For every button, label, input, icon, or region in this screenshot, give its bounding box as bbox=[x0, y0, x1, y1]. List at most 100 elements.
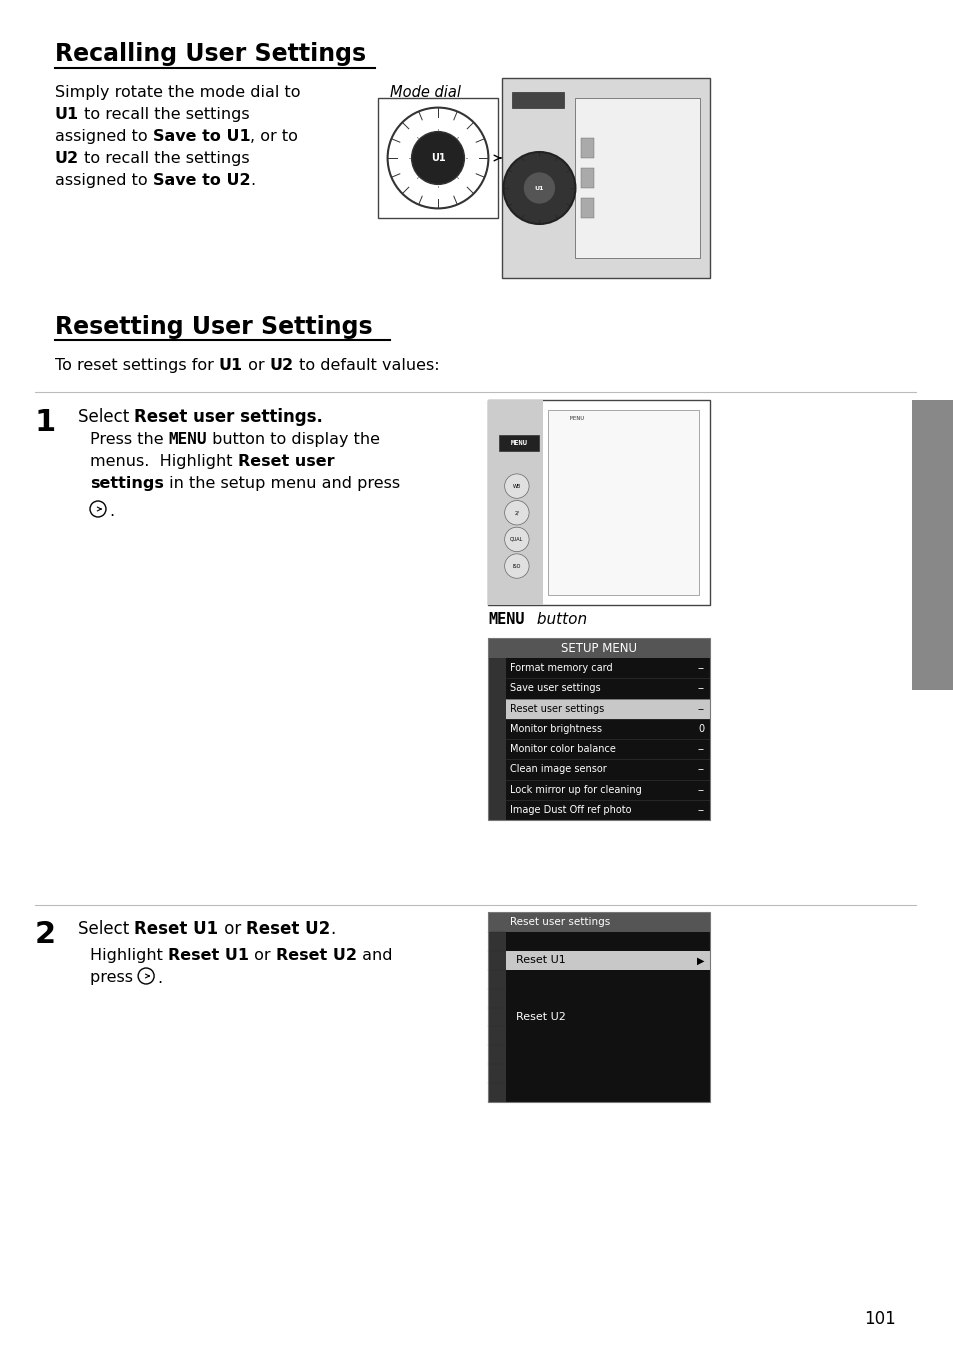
Text: Clean image sensor: Clean image sensor bbox=[510, 764, 606, 775]
Text: Reset user settings: Reset user settings bbox=[510, 917, 610, 927]
Circle shape bbox=[411, 132, 464, 184]
Text: Highlight: Highlight bbox=[90, 948, 168, 963]
Circle shape bbox=[504, 554, 529, 578]
Bar bbox=[488, 678, 505, 698]
Text: assigned to: assigned to bbox=[55, 129, 152, 144]
Text: --: -- bbox=[698, 784, 704, 795]
Text: U1: U1 bbox=[430, 153, 445, 163]
Text: Recalling User Settings: Recalling User Settings bbox=[55, 42, 366, 66]
Text: 0: 0 bbox=[699, 724, 704, 734]
Bar bbox=[488, 800, 505, 820]
Text: MENU: MENU bbox=[570, 416, 584, 421]
Text: Reset U2: Reset U2 bbox=[275, 948, 356, 963]
Text: WB: WB bbox=[512, 484, 520, 488]
Text: ▶: ▶ bbox=[696, 955, 703, 966]
Text: Monitor color balance: Monitor color balance bbox=[510, 744, 616, 755]
Text: U1: U1 bbox=[219, 358, 243, 373]
Text: and: and bbox=[356, 948, 392, 963]
Bar bbox=[488, 718, 505, 738]
Text: Reset U2: Reset U2 bbox=[516, 1011, 565, 1022]
Circle shape bbox=[522, 172, 555, 204]
Bar bbox=[488, 780, 505, 800]
Bar bbox=[501, 78, 709, 278]
Bar bbox=[488, 638, 709, 820]
Bar bbox=[580, 198, 593, 218]
Text: .: . bbox=[157, 971, 162, 986]
Text: Reset user settings: Reset user settings bbox=[510, 703, 603, 714]
Text: MENU: MENU bbox=[169, 432, 207, 447]
Circle shape bbox=[504, 527, 529, 551]
Text: SETUP MENU: SETUP MENU bbox=[560, 642, 637, 655]
Text: --: -- bbox=[698, 764, 704, 775]
Text: Reset U2: Reset U2 bbox=[246, 920, 330, 937]
Bar bbox=[512, 91, 564, 108]
Text: .: . bbox=[330, 920, 335, 937]
Bar bbox=[547, 410, 699, 594]
Text: MENU: MENU bbox=[510, 440, 527, 447]
Bar bbox=[488, 698, 505, 718]
Text: Simply rotate the mode dial to: Simply rotate the mode dial to bbox=[55, 85, 305, 100]
Text: To reset settings for: To reset settings for bbox=[55, 358, 219, 373]
Bar bbox=[488, 399, 543, 605]
Text: to recall the settings: to recall the settings bbox=[79, 108, 250, 122]
Text: .: . bbox=[109, 504, 114, 519]
Text: to recall the settings: to recall the settings bbox=[79, 151, 250, 165]
Text: or: or bbox=[243, 358, 270, 373]
Text: U2: U2 bbox=[270, 358, 294, 373]
Text: 2/: 2/ bbox=[514, 510, 518, 515]
Text: Format memory card: Format memory card bbox=[510, 663, 612, 672]
Text: settings: settings bbox=[90, 476, 164, 491]
Bar bbox=[911, 399, 953, 690]
Bar bbox=[505, 951, 709, 970]
Text: Monitor brightness: Monitor brightness bbox=[510, 724, 601, 734]
Text: Reset U1: Reset U1 bbox=[168, 948, 249, 963]
Bar bbox=[488, 912, 709, 1102]
Bar bbox=[488, 912, 709, 1102]
Bar bbox=[575, 98, 699, 258]
Bar bbox=[488, 912, 709, 932]
Text: Resetting User Settings: Resetting User Settings bbox=[55, 315, 373, 339]
Text: --: -- bbox=[698, 663, 704, 672]
Bar bbox=[488, 638, 709, 820]
Bar bbox=[488, 738, 505, 759]
Text: menus.  Highlight: menus. Highlight bbox=[90, 455, 237, 469]
Bar bbox=[488, 759, 505, 780]
Text: 1: 1 bbox=[35, 408, 56, 437]
Bar bbox=[505, 698, 709, 718]
Text: or: or bbox=[249, 948, 275, 963]
Text: Save user settings: Save user settings bbox=[510, 683, 600, 694]
Text: Lock mirror up for cleaning: Lock mirror up for cleaning bbox=[510, 784, 641, 795]
Text: .: . bbox=[250, 174, 255, 188]
Text: U1: U1 bbox=[55, 108, 79, 122]
Bar bbox=[488, 932, 505, 1102]
Text: 101: 101 bbox=[863, 1310, 895, 1328]
Text: Reset user settings.: Reset user settings. bbox=[134, 408, 323, 426]
Text: Reset user: Reset user bbox=[237, 455, 334, 469]
Circle shape bbox=[504, 473, 529, 498]
Text: Image Dust Off ref photo: Image Dust Off ref photo bbox=[510, 804, 631, 815]
Text: Select: Select bbox=[78, 408, 134, 426]
Bar bbox=[498, 434, 538, 452]
Bar bbox=[377, 98, 497, 218]
Bar bbox=[505, 1007, 709, 1026]
Circle shape bbox=[503, 152, 575, 225]
Text: 2: 2 bbox=[35, 920, 56, 950]
Text: QUAL: QUAL bbox=[510, 537, 523, 542]
Text: --: -- bbox=[698, 804, 704, 815]
Bar bbox=[580, 139, 593, 157]
Text: Press the: Press the bbox=[90, 432, 169, 447]
Text: ISO: ISO bbox=[512, 564, 520, 569]
Text: Save to U2: Save to U2 bbox=[152, 174, 250, 188]
Bar bbox=[488, 638, 709, 658]
Text: U1: U1 bbox=[534, 186, 543, 191]
Circle shape bbox=[504, 500, 529, 525]
Text: U2: U2 bbox=[55, 151, 79, 165]
Bar bbox=[488, 658, 505, 678]
Text: or: or bbox=[218, 920, 246, 937]
Text: button: button bbox=[532, 612, 586, 627]
Text: Reset U1: Reset U1 bbox=[134, 920, 218, 937]
Text: Select: Select bbox=[78, 920, 134, 937]
Text: , or to: , or to bbox=[250, 129, 298, 144]
Text: --: -- bbox=[698, 703, 704, 714]
Text: --: -- bbox=[698, 744, 704, 755]
